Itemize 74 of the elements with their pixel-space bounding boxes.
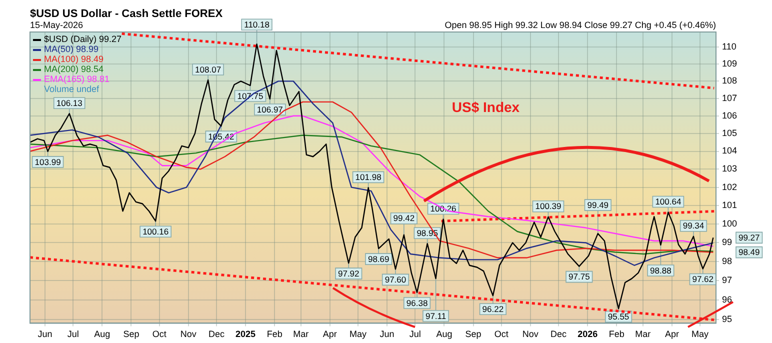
x-tick-label: Aug [436,329,452,340]
legend-label: MA(50) 98.99 [44,44,99,54]
annotation: 96.22 [482,304,504,314]
x-tick-label: Apr [664,329,679,340]
x-tick-label: Feb [266,329,282,340]
y-tick-label: 99 [722,237,732,248]
y-tick-label: 103 [722,164,738,174]
x-tick-label: Jul [67,329,79,340]
x-tick-label: Sep [123,329,140,340]
x-tick-label: Nov [180,329,197,340]
annotation: 97.62 [692,274,714,284]
x-tick-label: Mar [293,329,309,340]
legend-label: EMA(165) 98.81 [44,74,110,84]
y-tick-label: 110 [722,42,736,52]
x-tick-label: May [349,329,367,340]
y-tick-label: 102 [722,182,738,192]
annotation: 103.99 [34,156,62,167]
text: Open 98.95 High 99.32 Low 98.94 Close 99.27 Chg +0.45 (+0.46%) [444,20,716,30]
annotation: 97.75 [568,272,590,282]
y-tick-label: 95 [722,314,732,324]
annotation: US$ Index [452,99,520,115]
annotation: 100.64 [655,196,682,207]
x-tick-label: Feb [608,329,624,340]
x-tick-label: May [692,329,710,340]
annotation: 106.13 [56,98,83,108]
annotation: 99.34 [682,220,704,231]
annotation: 100.16 [142,226,169,236]
x-tick-label: Nov [522,329,539,340]
annotation: Volume undef [44,84,100,94]
y-tick-label: 101 [722,200,738,210]
annotation: 99.42 [393,213,415,224]
x-tick-label: Dec [208,329,225,340]
x-tick-label: Dec [550,329,568,340]
legend-label: MA(100) 98.49 [44,54,104,64]
annotation: 96.38 [406,298,428,308]
annotation: 106.97 [256,104,284,114]
annotation: 97.11 [425,310,446,321]
annotation: 99.49 [587,200,609,210]
y-tick-label: 107 [722,92,738,103]
x-tick-label: Aug [94,329,110,340]
annotation: 108.07 [195,64,222,74]
annotation: 100.39 [535,201,562,212]
annotation: 97.60 [384,274,406,285]
annotation: 98.49 [738,247,760,258]
y-tick-label: 109 [722,58,738,69]
annotation: 98.69 [368,254,390,264]
y-tick-label: 97 [722,275,732,286]
legend-label: MA(200) 98.54 [44,64,104,74]
legend-label: $USD (Daily) 99.27 [44,34,122,44]
annotation: 99.27 [738,232,760,243]
annotation: 95.55 [608,312,630,322]
chart-subtitle: 15-May-2026 [30,20,84,30]
x-tick-label: Oct [494,329,509,340]
y-tick-label: 106 [722,110,738,120]
y-tick-label: 96 [722,294,732,304]
x-tick-label: Sep [465,329,482,340]
x-tick-label: Apr [322,329,337,340]
y-tick-label: 104 [722,146,738,156]
annotation: 97.92 [338,268,360,278]
y-tick-label: 100 [722,218,738,229]
y-tick-label: 98 [722,256,732,266]
annotation: 98.88 [650,265,672,276]
x-tick-label: 2025 [236,329,256,340]
x-tick-label: Jun [380,329,394,340]
chart-title: $USD US Dollar - Cash Settle FOREX [30,8,224,20]
x-tick-label: Oct [152,329,167,340]
y-tick-label: 105 [722,128,738,138]
x-tick-label: Jul [409,329,421,340]
x-tick-label: Mar [635,329,651,340]
x-tick-label: 2026 [578,329,598,340]
x-tick-label: Jun [38,329,52,340]
annotation: 110.18 [244,19,270,30]
annotation: 101.98 [355,172,382,182]
y-tick-label: 108 [722,76,738,86]
